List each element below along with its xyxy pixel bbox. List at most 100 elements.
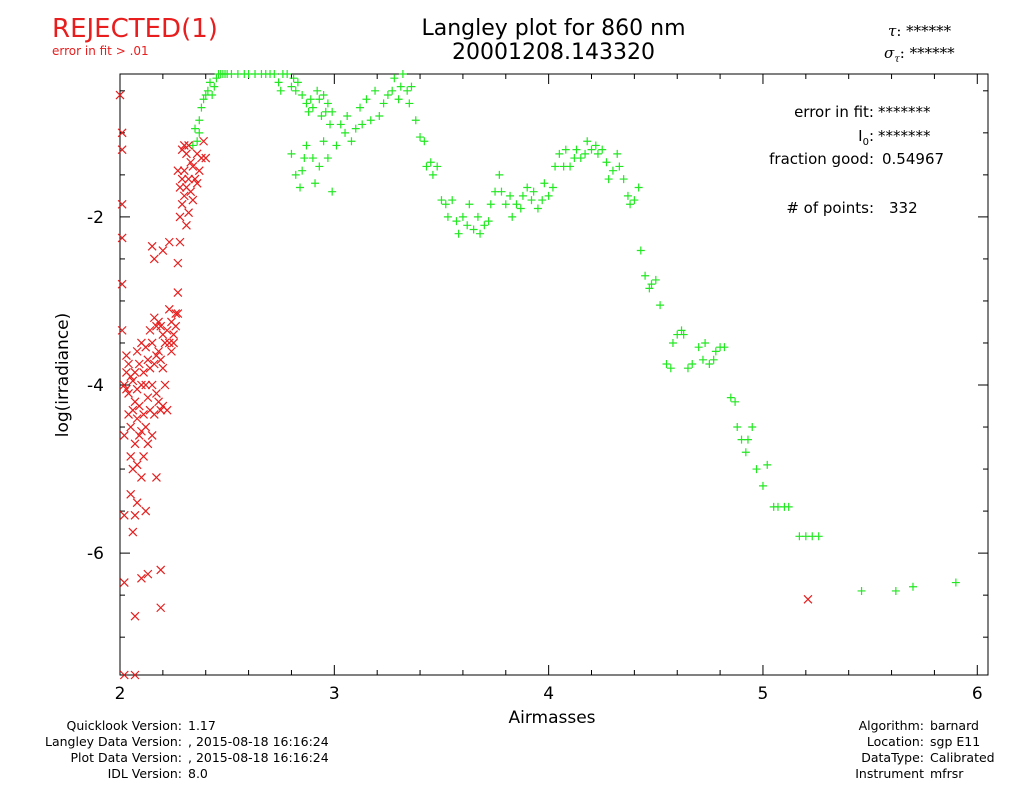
good-point-marker — [428, 170, 437, 179]
rejected-point-marker — [122, 384, 131, 394]
good-point-marker — [452, 217, 461, 226]
data-markers — [115, 70, 960, 680]
rejected-point-marker — [188, 162, 198, 171]
good-point-marker — [619, 175, 628, 184]
good-point-marker — [319, 137, 328, 146]
rejected-point-marker — [156, 603, 166, 613]
rejected-point-marker — [137, 473, 146, 482]
idl-version-label: IDL Version: — [107, 766, 182, 781]
rejected-point-marker — [130, 611, 140, 621]
rejected-point-marker — [147, 241, 157, 251]
good-point-marker — [351, 124, 360, 133]
good-point-marker — [602, 158, 611, 167]
x-axis-label: Airmasses — [508, 708, 595, 728]
good-point-marker — [748, 423, 757, 432]
rejected-point-marker — [179, 141, 189, 150]
good-point-marker — [752, 465, 761, 474]
good-point-marker — [463, 221, 472, 230]
good-point-marker — [497, 187, 506, 196]
rejected-point-marker — [177, 199, 187, 209]
rejected-point-marker — [184, 208, 194, 218]
rejected-point-marker — [171, 321, 181, 331]
langley-data-version-value: , 2015-08-18 16:16:24 — [188, 734, 329, 749]
good-point-marker — [383, 91, 392, 100]
rejected-point-marker — [115, 90, 125, 100]
rejected-point-marker — [173, 309, 183, 318]
rejected-point-marker — [194, 166, 204, 176]
rejected-point-marker — [152, 388, 161, 398]
rejected-point-marker — [169, 330, 179, 339]
rejected-point-marker — [164, 237, 174, 247]
langley-data-version-label: Langley Data Version: — [44, 734, 182, 749]
good-point-marker — [443, 212, 452, 221]
rejected-point-marker — [126, 452, 136, 461]
good-point-marker — [319, 91, 328, 100]
good-point-marker — [566, 162, 575, 171]
good-point-marker — [206, 78, 215, 87]
rejected-point-marker — [147, 431, 157, 440]
rejected-point-marker — [177, 174, 187, 184]
good-point-marker — [501, 200, 510, 209]
rejected-point-marker — [139, 367, 148, 377]
rejected-point-marker — [143, 393, 153, 403]
rejected-point-marker — [130, 670, 140, 680]
good-point-marker — [476, 229, 485, 238]
good-point-marker — [701, 338, 710, 347]
datatype-value: Calibrated — [930, 750, 995, 765]
good-point-marker — [484, 217, 493, 226]
rejected-point-marker — [145, 325, 155, 335]
good-point-marker — [548, 183, 557, 192]
good-point-marker — [371, 86, 380, 95]
rejected-point-marker — [158, 363, 168, 373]
i0-subscript: 0 — [862, 137, 869, 148]
good-point-marker — [276, 86, 285, 95]
good-point-marker — [814, 532, 823, 541]
good-point-marker — [332, 141, 341, 150]
rejected-point-marker — [190, 174, 200, 184]
good-point-marker — [506, 191, 515, 200]
good-point-marker — [448, 196, 457, 205]
instrument-label: Instrument — [855, 766, 924, 781]
num-points-label: # of points: — [786, 199, 874, 217]
good-point-marker — [270, 70, 279, 78]
good-point-marker — [304, 107, 313, 116]
good-point-marker — [188, 141, 197, 150]
rejected-point-marker — [126, 422, 136, 432]
good-point-marker — [313, 86, 322, 95]
rejected-point-marker — [122, 351, 131, 361]
rejected-point-marker — [134, 401, 144, 411]
good-point-marker — [405, 99, 414, 108]
rejected-point-marker — [201, 153, 211, 163]
good-point-marker — [518, 191, 527, 200]
good-point-marker — [212, 74, 221, 83]
good-point-marker — [516, 204, 525, 213]
footer-right-labels: Algorithm: Location: DataType: Instrumen… — [855, 718, 924, 782]
good-point-marker — [388, 86, 397, 95]
rejected-point-marker — [182, 220, 191, 230]
good-point-marker — [527, 196, 536, 205]
rejected-point-marker — [184, 174, 194, 184]
good-point-marker — [857, 586, 866, 595]
good-point-marker — [551, 162, 560, 171]
good-point-marker — [705, 359, 714, 368]
rejected-point-marker — [164, 338, 174, 348]
good-point-marker — [623, 191, 632, 200]
axis-ticks: 2 3 4 5 6 -2 -4 -6 — [87, 74, 988, 704]
good-point-marker — [343, 112, 352, 121]
good-point-marker — [458, 212, 467, 221]
rejected-point-marker — [162, 325, 172, 335]
tau-value: ****** — [906, 22, 952, 40]
rejected-point-marker — [132, 498, 142, 508]
good-point-marker — [293, 78, 302, 87]
good-point-marker — [193, 137, 202, 146]
rejected-point-marker — [164, 304, 174, 314]
fit-status-note: error in fit > .01 — [52, 44, 149, 58]
rejected-point-marker — [119, 670, 129, 680]
good-point-marker — [784, 502, 793, 511]
good-point-marker — [508, 212, 517, 221]
y-tick-label: -6 — [87, 544, 104, 564]
good-point-marker — [591, 141, 600, 150]
quicklook-version-label: Quicklook Version: — [66, 718, 182, 733]
rejected-point-marker — [179, 191, 189, 201]
rejected-point-marker — [149, 410, 159, 419]
